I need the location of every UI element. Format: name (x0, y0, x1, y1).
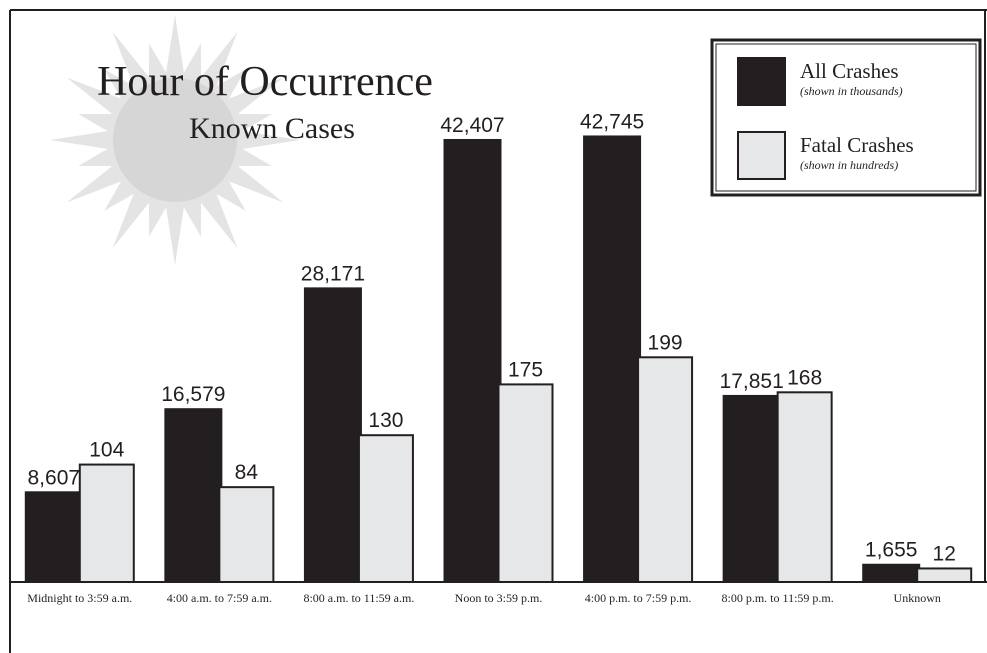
legend-note: (shown in thousands) (800, 84, 903, 98)
bar (584, 136, 640, 582)
chart-title: Hour of Occurrence (97, 59, 433, 105)
bar (359, 435, 413, 582)
value-label: 1,655 (865, 539, 918, 562)
bar (26, 492, 82, 582)
x-tick-label: 8:00 a.m. to 11:59 a.m. (303, 591, 414, 605)
chart: Hour of Occurrence Known Cases All Crash… (0, 0, 987, 653)
legend: All Crashes(shown in thousands) Fatal Cra… (712, 40, 980, 195)
bar (305, 288, 361, 582)
value-label: 175 (508, 358, 543, 381)
value-label: 28,171 (301, 262, 365, 285)
bar (863, 565, 919, 582)
value-label: 16,579 (161, 383, 225, 406)
legend-label: Fatal Crashes (800, 133, 914, 157)
value-label: 8,607 (28, 466, 81, 489)
value-label: 104 (89, 439, 124, 462)
legend-label: All Crashes (800, 59, 899, 83)
value-label: 199 (648, 331, 683, 354)
bar (219, 487, 273, 582)
bar (778, 392, 832, 582)
x-tick-label: Unknown (894, 591, 941, 605)
chart-subtitle: Known Cases (189, 112, 355, 145)
bar (165, 409, 221, 582)
bar (499, 384, 553, 582)
bar (80, 465, 134, 582)
value-label: 168 (787, 366, 822, 389)
bar (445, 140, 501, 582)
value-label: 42,745 (580, 110, 644, 133)
x-tick-label: 4:00 a.m. to 7:59 a.m. (167, 591, 272, 605)
value-label: 12 (933, 542, 956, 565)
legend-note: (shown in hundreds) (800, 158, 898, 172)
bar (724, 396, 780, 582)
bar (917, 568, 971, 582)
legend-swatch (738, 58, 785, 105)
bar (638, 357, 692, 582)
value-label: 42,407 (440, 114, 504, 137)
x-tick-label: 8:00 p.m. to 11:59 p.m. (722, 591, 834, 605)
value-label: 17,851 (720, 370, 784, 393)
x-tick-label: Midnight to 3:59 a.m. (27, 591, 132, 605)
value-label: 130 (368, 409, 403, 432)
x-tick-label: 4:00 p.m. to 7:59 p.m. (585, 591, 692, 605)
value-label: 84 (235, 461, 259, 484)
x-tick-label: Noon to 3:59 p.m. (455, 591, 543, 605)
legend-swatch (738, 132, 785, 179)
